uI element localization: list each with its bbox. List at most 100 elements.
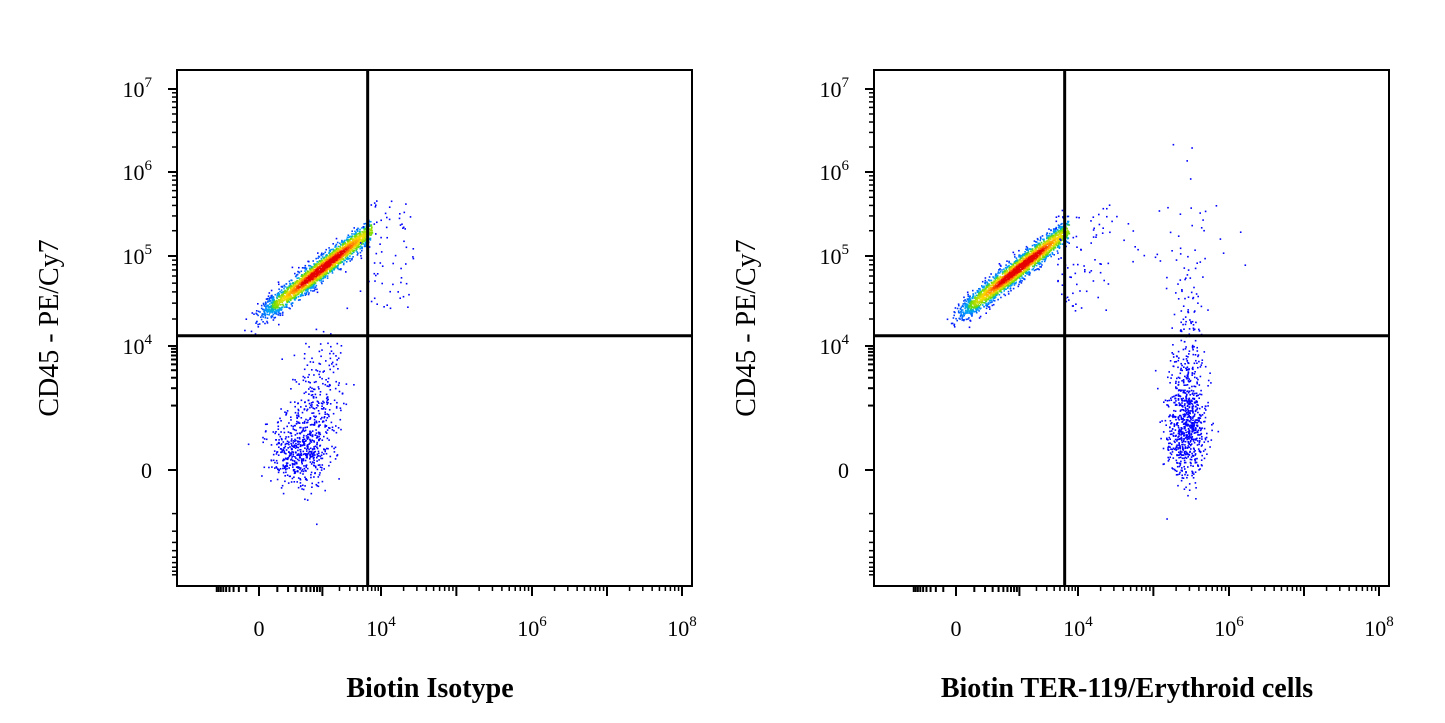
- cd45pos-event: [1043, 250, 1045, 253]
- cd45pos-event: [276, 296, 278, 299]
- cd45pos-event: [298, 278, 301, 280]
- cd45pos-event: [277, 314, 280, 316]
- cd45neg-event: [287, 442, 289, 445]
- cd45pos-event: [313, 266, 316, 268]
- cd45neg-event: [287, 447, 289, 449]
- cd45pos-event: [357, 242, 359, 245]
- cd45pos-event: [281, 299, 284, 302]
- cd45pos-event: [318, 262, 321, 265]
- cd45pos-event: [375, 233, 377, 235]
- cd45pos-event: [1050, 243, 1052, 246]
- cd45pos-event: [370, 233, 373, 235]
- cd45pos-event: [272, 306, 275, 309]
- cd45pos-event: [1010, 270, 1012, 273]
- cd45neg-event: [288, 441, 290, 443]
- cd45neg-event: [302, 427, 305, 429]
- cd45neg-event: [315, 380, 317, 383]
- cd45neg-event: [309, 434, 312, 437]
- cd45neg-event: [316, 453, 319, 455]
- cd45pos-event: [962, 305, 965, 308]
- cd45pos-event: [288, 295, 291, 298]
- cd45neg-event: [279, 468, 282, 470]
- cd45pos-event: [270, 294, 273, 297]
- cd45pos-event: [335, 261, 338, 263]
- cd45pos-event: [302, 287, 305, 290]
- cd45pos-event: [328, 247, 330, 249]
- cd45pos-event: [388, 218, 391, 221]
- cd45neg-event: [324, 449, 327, 451]
- cd45pos-event: [300, 293, 303, 296]
- cd45neg-event: [308, 433, 311, 435]
- cd45neg-event: [318, 420, 320, 423]
- cd45neg-event: [296, 420, 298, 423]
- cd45pos-event: [316, 270, 319, 272]
- cd45pos-event: [320, 274, 323, 277]
- cd45pos-event: [275, 299, 278, 302]
- cd45pos-event: [263, 308, 265, 311]
- cd45pos-event: [351, 257, 353, 260]
- cd45pos-event: [268, 300, 271, 303]
- cd45pos-event: [337, 260, 339, 262]
- cd45pos-event: [332, 256, 334, 258]
- cd45pos-event: [347, 241, 350, 244]
- cd45pos-event: [348, 236, 350, 238]
- cd45neg-event: [324, 383, 327, 386]
- cd45pos-event: [316, 264, 319, 267]
- cd45pos-event: [1061, 238, 1063, 240]
- cd45pos-event: [1043, 255, 1045, 258]
- cd45pos-event: [321, 269, 324, 271]
- cd45pos-event: [312, 282, 315, 284]
- cd45pos-event: [277, 309, 279, 311]
- cd45neg-event: [329, 455, 332, 458]
- cd45pos-event: [351, 243, 354, 245]
- cd45neg-event: [302, 470, 305, 473]
- cd45neg-event: [320, 407, 323, 410]
- cd45pos-event: [349, 260, 351, 262]
- cd45pos-event: [349, 252, 351, 255]
- cd45neg-event: [280, 437, 283, 440]
- cd45pos-event: [1010, 263, 1013, 266]
- cd45pos-event: [994, 294, 997, 296]
- cd45neg-event: [326, 385, 329, 387]
- cd45neg-event: [276, 451, 278, 453]
- cd45neg-event: [315, 466, 317, 469]
- cd45neg-event: [294, 471, 297, 473]
- cd45pos-event: [321, 282, 323, 285]
- cd45neg-event: [315, 415, 317, 418]
- cd45neg-event: [291, 451, 293, 453]
- cd45pos-event: [353, 245, 355, 247]
- cd45neg-event: [318, 474, 321, 476]
- cd45pos-event: [323, 269, 325, 271]
- cd45neg-event: [292, 442, 295, 444]
- cd45neg-event: [292, 455, 294, 457]
- cd45pos-event: [324, 273, 326, 276]
- cd45neg-event: [274, 432, 276, 435]
- cd45pos-event: [993, 300, 996, 302]
- cd45pos-event: [281, 298, 283, 300]
- cd45pos-event: [324, 263, 327, 265]
- cd45pos-event: [986, 304, 989, 306]
- cd45pos-event: [280, 309, 282, 311]
- cd45pos-event: [369, 237, 371, 240]
- cd45neg-event: [325, 452, 328, 455]
- cd45pos-event: [332, 263, 335, 266]
- cd45pos-event: [263, 309, 266, 311]
- cd45pos-event: [1040, 249, 1043, 252]
- cd45neg-event: [284, 411, 286, 413]
- cd45pos-event: [292, 285, 295, 287]
- cd45pos-event: [305, 285, 308, 288]
- cd45pos-event: [317, 272, 319, 275]
- cd45pos-event: [295, 296, 298, 299]
- cd45pos-event: [339, 254, 342, 257]
- cd45neg-event: [293, 446, 295, 448]
- cd45neg-event: [313, 441, 315, 443]
- cd45neg-event: [305, 464, 308, 466]
- cd45neg-event: [274, 467, 276, 469]
- cd45neg-event: [319, 363, 322, 365]
- cd45pos-event: [977, 293, 980, 295]
- cd45pos-event: [328, 255, 330, 258]
- cd45neg-event: [304, 376, 306, 379]
- cd45pos-event: [1021, 264, 1024, 266]
- cd45neg-event: [328, 385, 330, 388]
- cd45neg-event: [296, 417, 298, 419]
